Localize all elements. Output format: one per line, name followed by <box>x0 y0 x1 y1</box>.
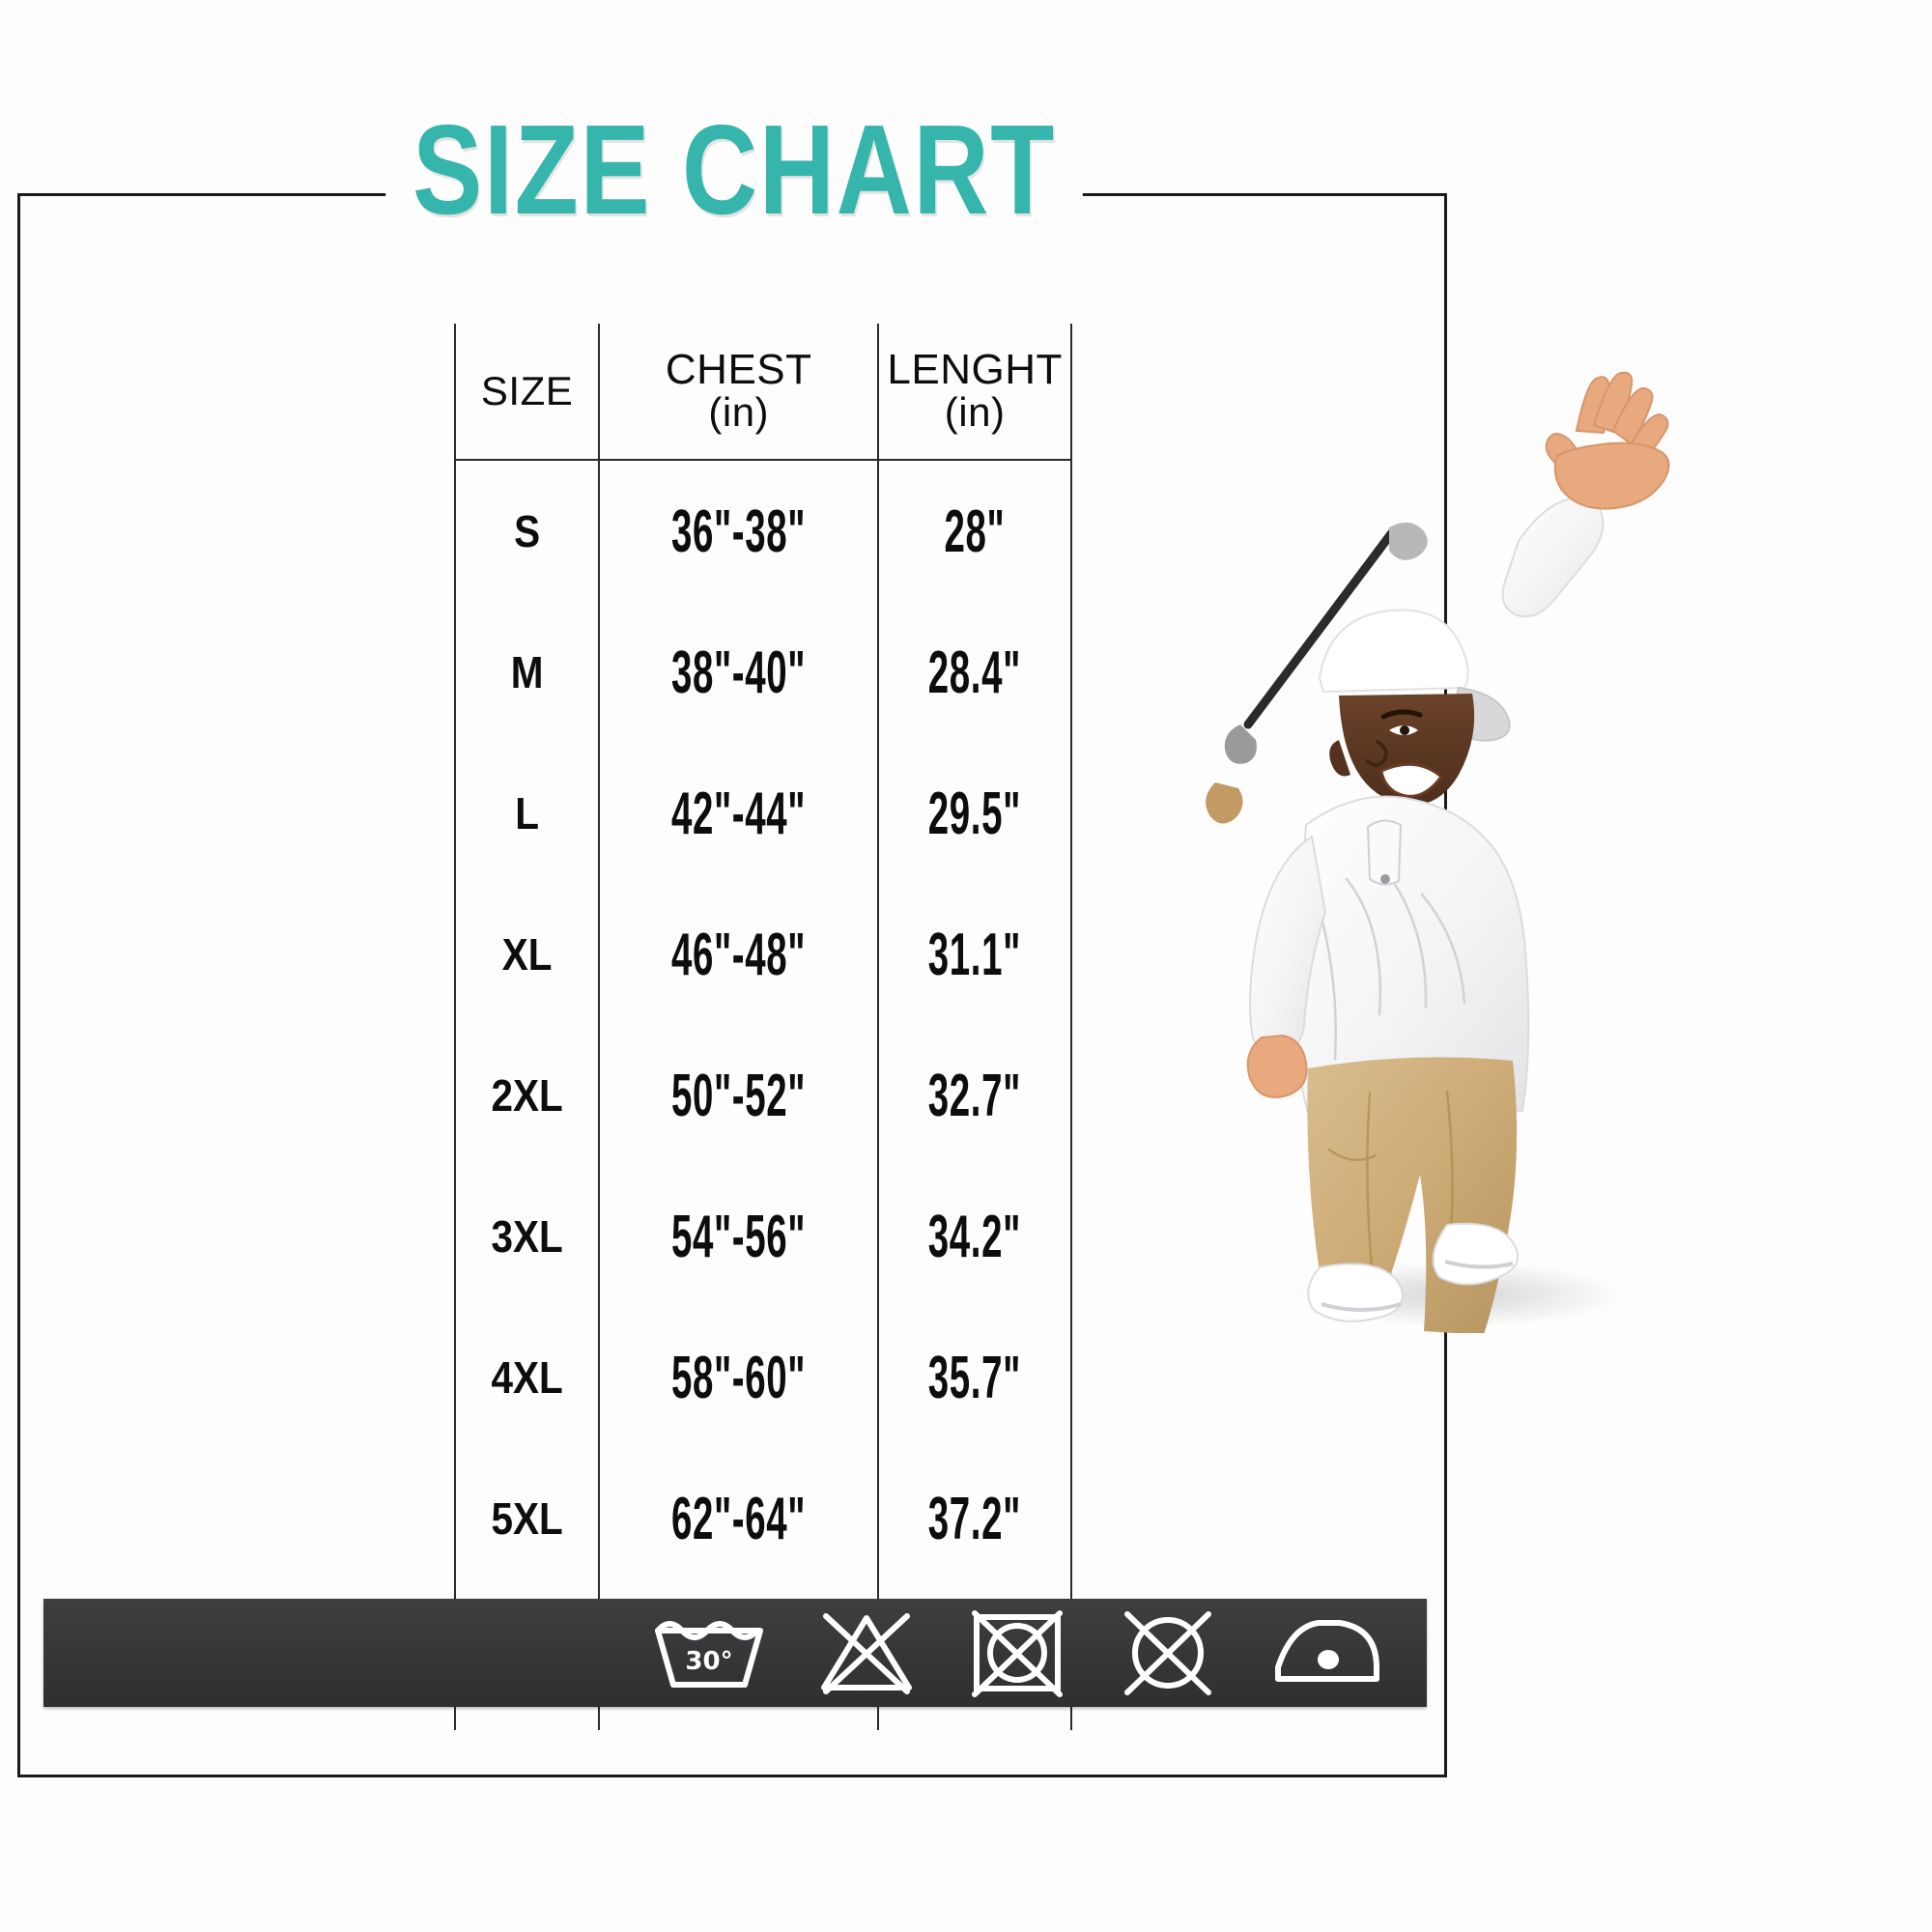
cell-length: 28" <box>914 460 1036 602</box>
cell-chest: 36"-38" <box>651 460 826 602</box>
golfer-model-photo <box>1140 242 1816 1333</box>
column-header-length-label: LENGHT <box>887 346 1063 394</box>
svg-text:30°: 30° <box>685 1647 732 1676</box>
do-not-tumble-dry-icon <box>967 1605 1067 1700</box>
size-table: SIZE CHEST (in) LENGHT (in) S 36"-38" 28" M… <box>453 324 1072 1730</box>
cell-length: 31.1" <box>914 884 1036 1025</box>
cell-length: 34.2" <box>914 1166 1036 1307</box>
cell-size: 2XL <box>463 1025 592 1166</box>
column-header-chest-label: CHEST <box>665 346 812 394</box>
column-header-chest-unit: (in) <box>708 389 770 436</box>
table-row: 3XL 54"-56" 34.2" <box>455 1166 1071 1307</box>
cell-size: 3XL <box>463 1166 592 1307</box>
do-not-dry-clean-icon <box>1118 1605 1218 1700</box>
table-row: M 38"-40" 28.4" <box>455 602 1071 743</box>
cell-size: M <box>463 602 592 743</box>
cell-size: 4XL <box>463 1307 592 1448</box>
table-row: L 42"-44" 29.5" <box>455 743 1071 884</box>
table-row: 2XL 50"-52" 32.7" <box>455 1025 1071 1166</box>
table-row: S 36"-38" 28" <box>455 460 1071 602</box>
cell-size: L <box>463 743 592 884</box>
cell-length: 32.7" <box>914 1025 1036 1166</box>
cell-size: 5XL <box>463 1448 592 1589</box>
care-instructions-bar: 30° <box>43 1599 1427 1707</box>
cell-chest: 58"-60" <box>651 1307 826 1448</box>
size-table-header: SIZE CHEST (in) LENGHT (in) <box>453 324 1072 461</box>
wash-30-icon: 30° <box>652 1611 766 1694</box>
do-not-bleach-icon <box>816 1608 917 1697</box>
column-header-chest: CHEST (in) <box>598 324 880 461</box>
cell-length: 35.7" <box>914 1307 1036 1448</box>
cell-size: S <box>463 460 592 602</box>
cell-length: 28.4" <box>914 602 1036 743</box>
cell-chest: 50"-52" <box>651 1025 826 1166</box>
table-row: 4XL 58"-60" 35.7" <box>455 1307 1071 1448</box>
column-header-length-unit: (in) <box>944 389 1006 436</box>
iron-low-icon <box>1268 1611 1386 1694</box>
column-header-size: SIZE <box>453 324 601 461</box>
cell-chest: 62"-64" <box>651 1448 826 1589</box>
cell-chest: 42"-44" <box>651 743 826 884</box>
cell-chest: 54"-56" <box>651 1166 826 1307</box>
table-row: 5XL 62"-64" 37.2" <box>455 1448 1071 1589</box>
cell-length: 29.5" <box>914 743 1036 884</box>
cell-chest: 38"-40" <box>651 602 826 743</box>
cell-length: 37.2" <box>914 1448 1036 1589</box>
table-row: XL 46"-48" 31.1" <box>455 884 1071 1025</box>
cell-size: XL <box>463 884 592 1025</box>
cell-chest: 46"-48" <box>651 884 826 1025</box>
column-header-length: LENGHT (in) <box>877 324 1072 461</box>
table-header-row: SIZE CHEST (in) LENGHT (in) <box>453 324 1072 461</box>
size-table-body: S 36"-38" 28" M 38"-40" 28.4" L 42"-44" 29.5" XL 4… <box>455 460 1071 1730</box>
